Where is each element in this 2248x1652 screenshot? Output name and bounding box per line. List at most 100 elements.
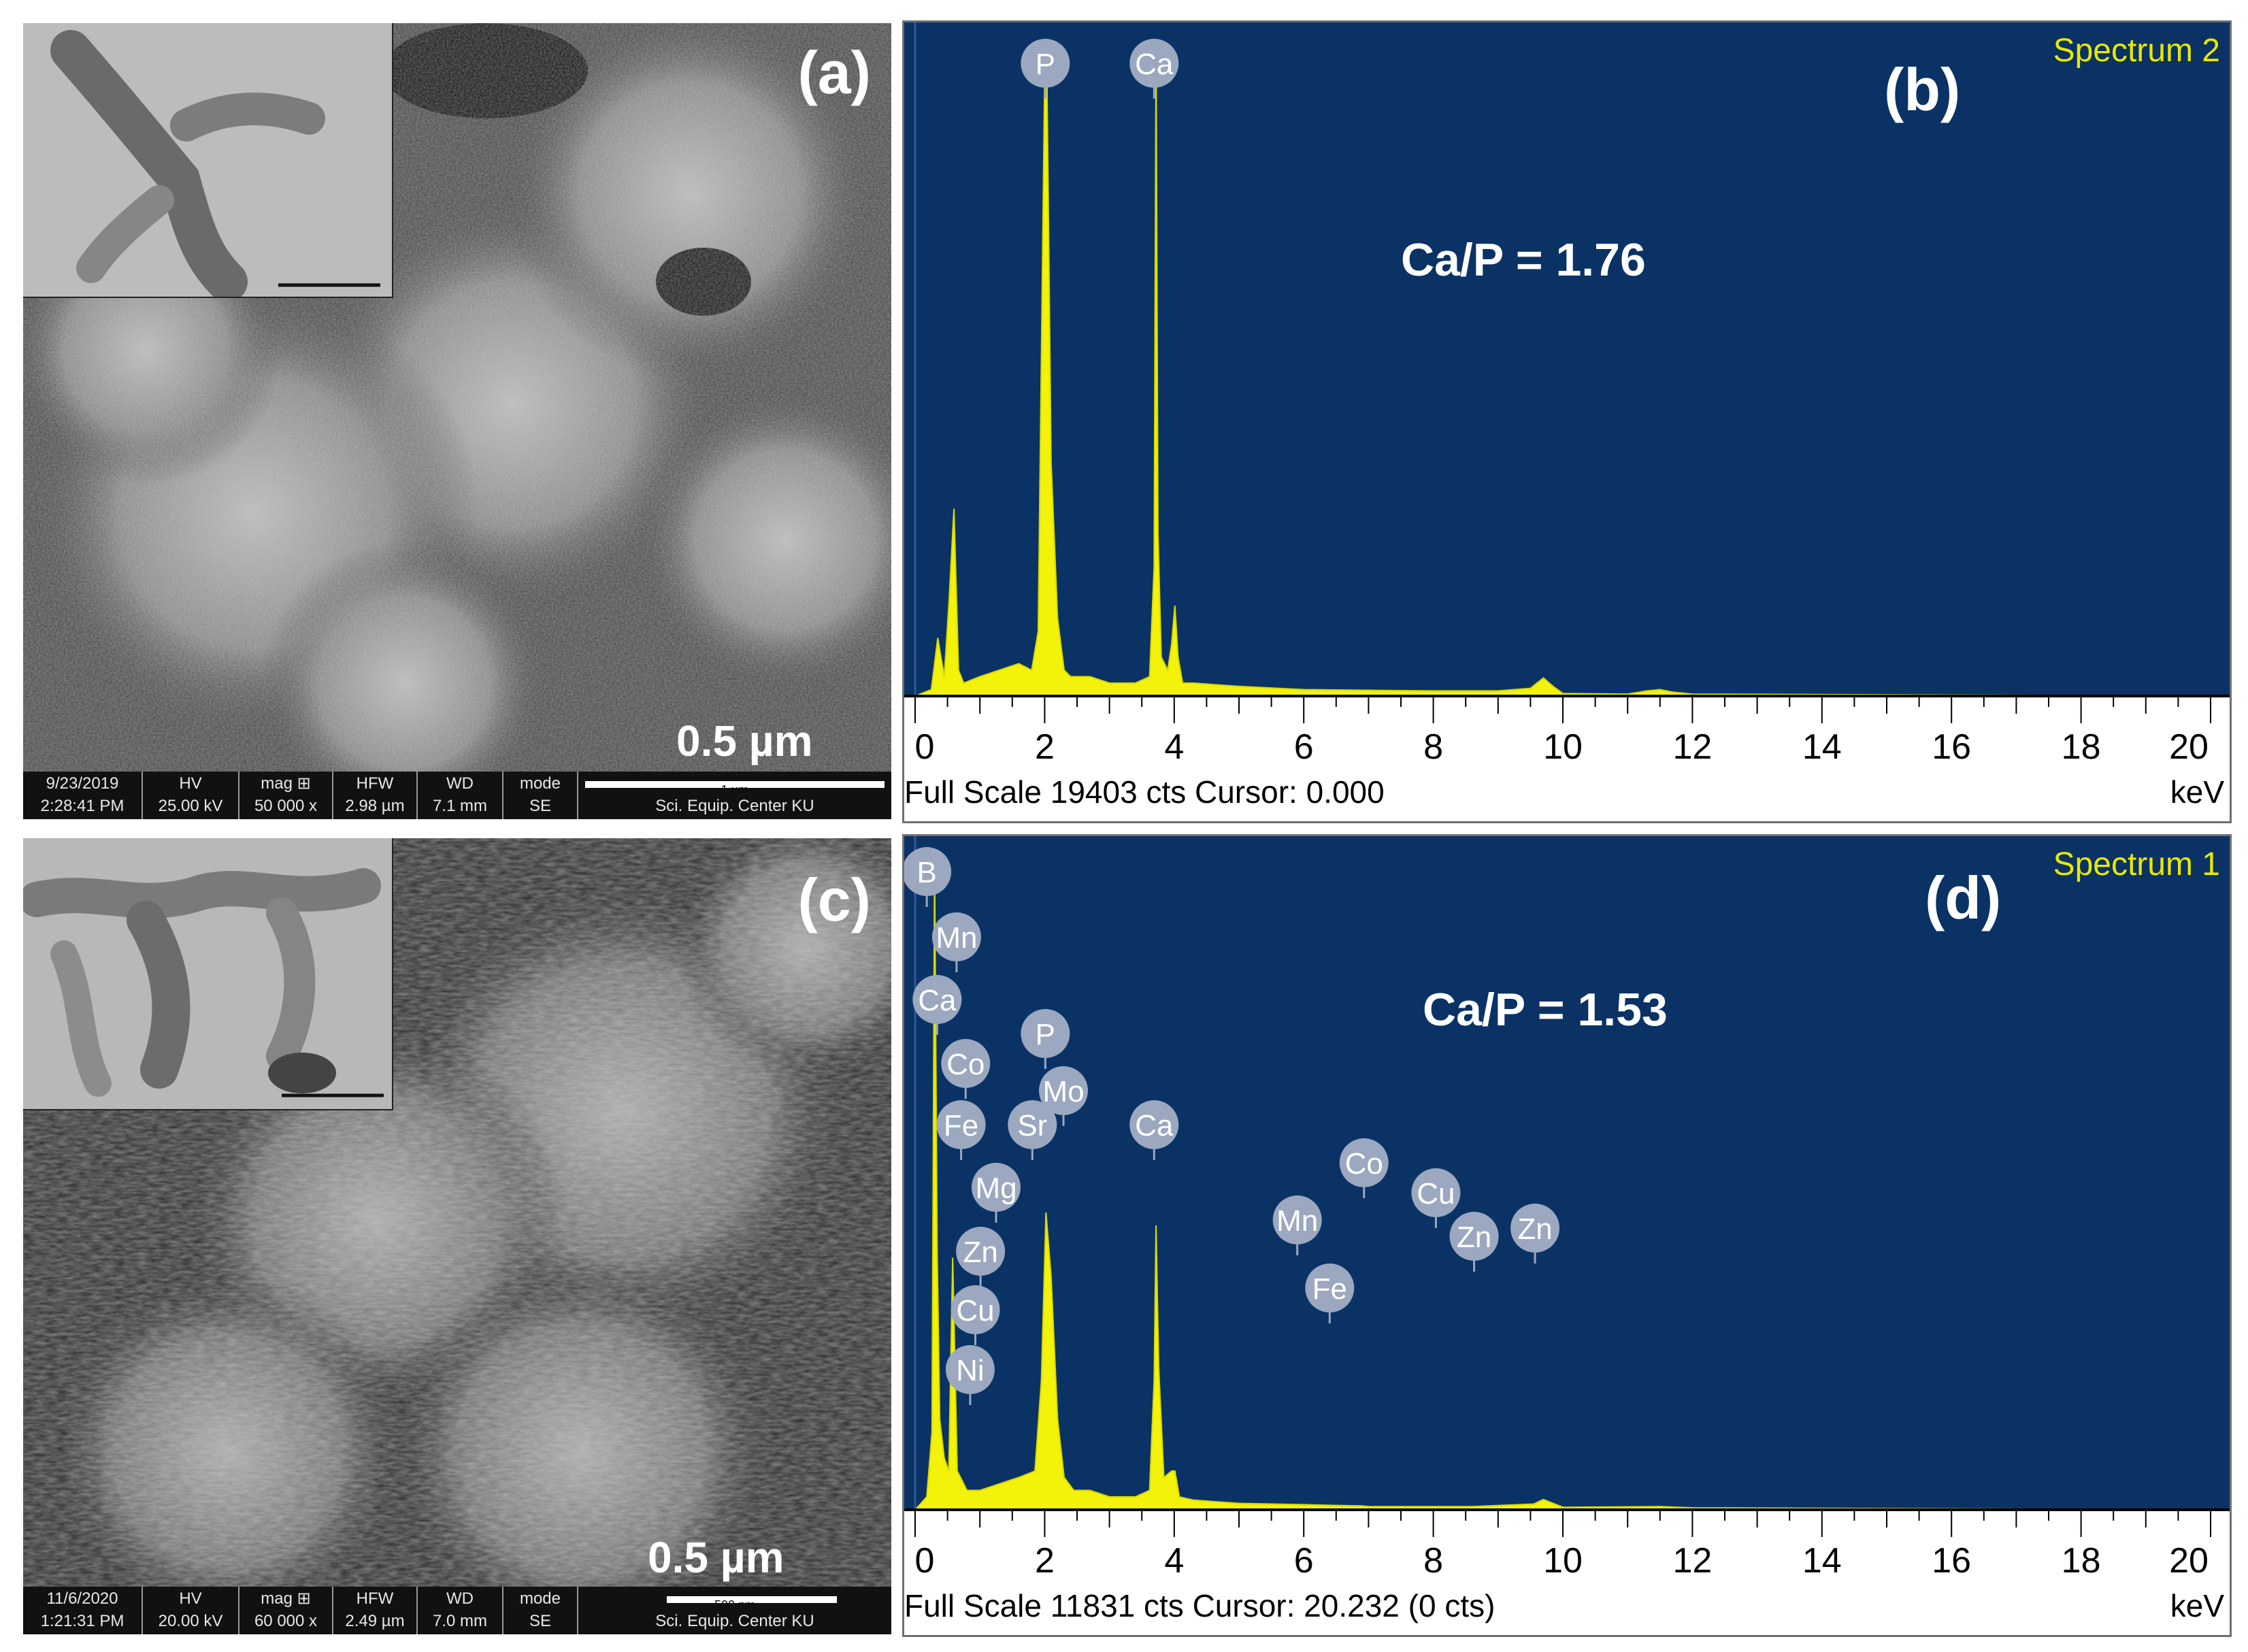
peak-label-mn: Mn [1272, 1195, 1322, 1255]
info-center-c: Sci. Equip. Center KU [655, 1612, 814, 1630]
sem-panel-c: (c) 0.5 µm 11/6/2020 1:21:31 PM HV 20.00… [23, 838, 891, 1634]
sem-panel-a: (a) 0.5 µm 9/23/2019 2:28:41 PM HV 25.00… [23, 23, 891, 819]
svg-text:Sr: Sr [1017, 1109, 1047, 1142]
panel-label-c: (c) [797, 866, 871, 934]
x-tick-label: 2 [1035, 727, 1055, 767]
info-hv: HV 25.00 kV [143, 772, 239, 819]
info-hfw-value: 2.98 µm [345, 797, 405, 815]
svg-text:Zn: Zn [1517, 1212, 1552, 1246]
peak-label-fe: Fe [1305, 1263, 1355, 1323]
peak-label-ni: Ni [945, 1345, 995, 1405]
info-time: 2:28:41 PM [40, 797, 125, 815]
peak-label-zn: Zn [1510, 1204, 1560, 1263]
svg-text:Cu: Cu [1417, 1177, 1455, 1210]
info-scale-bar [585, 781, 885, 788]
svg-text:Ca: Ca [918, 984, 957, 1017]
info-hfw: HFW 2.98 µm [333, 772, 418, 819]
svg-text:Ni: Ni [956, 1354, 985, 1387]
info-scale-text-c: 500 nm [714, 1598, 756, 1612]
spectrum-title-d: Spectrum 1 [2053, 846, 2220, 882]
svg-text:Mg: Mg [975, 1172, 1016, 1205]
svg-text:Fe: Fe [944, 1109, 978, 1142]
tem-inset-image-c [23, 838, 393, 1110]
info-mode-header: mode [519, 774, 561, 793]
plot-background [904, 22, 2230, 696]
x-tick-label: 8 [1423, 727, 1443, 767]
sem-info-bar-c: 11/6/2020 1:21:31 PM HV 20.00 kV mag ⊞ 6… [23, 1587, 891, 1634]
svg-text:Cu: Cu [956, 1294, 994, 1327]
svg-text:Co: Co [1345, 1147, 1383, 1180]
peak-label-fe: Fe [936, 1100, 986, 1160]
eds-panel-b: 0 2 4 6 8 10 12 14 16 18 20 P Ca Spectrum 2 (b) Ca/P… [902, 20, 2232, 823]
info-hfw-header-c: HFW [356, 1589, 394, 1608]
ca-p-ratio-d: Ca/P = 1.53 [1423, 984, 1668, 1036]
svg-text:B: B [916, 856, 936, 889]
panel-label-b: (b) [1884, 56, 1961, 123]
spectrum-title-b: Spectrum 2 [2053, 33, 2220, 69]
ca-p-ratio-b: Ca/P = 1.76 [1401, 234, 1646, 286]
x-tick-label: 0 [915, 727, 935, 767]
peak-label-zn: Zn [1449, 1212, 1499, 1272]
info-wd-header-c: WD [446, 1589, 474, 1608]
peak-label-co: Co [1339, 1138, 1389, 1198]
svg-text:Fe: Fe [1312, 1272, 1347, 1306]
svg-text:Ca: Ca [1135, 48, 1174, 81]
info-mag-c: mag ⊞ 60 000 x [239, 1587, 333, 1634]
unit-label-b: keV [2170, 774, 2224, 810]
peak-label-ca: Ca [912, 975, 962, 1035]
x-tick-label: 2 [1035, 1541, 1055, 1581]
peak-label-ca: Ca [1129, 1100, 1179, 1160]
info-mode: mode SE [503, 772, 578, 819]
svg-text:Co: Co [946, 1048, 985, 1081]
svg-text:Zn: Zn [1457, 1221, 1491, 1254]
plot-background [904, 836, 2230, 1510]
info-hv-c: HV 20.00 kV [143, 1587, 239, 1634]
info-wd-header: WD [446, 774, 474, 793]
info-hfw-c: HFW 2.49 µm [333, 1587, 418, 1634]
sem-micrograph-c [23, 838, 891, 1587]
x-tick-label: 6 [1294, 727, 1314, 767]
info-wd-value-c: 7.0 mm [432, 1612, 487, 1630]
svg-text:Mo: Mo [1042, 1075, 1084, 1108]
x-tick-label: 10 [1543, 727, 1583, 767]
peak-label-cu: Cu [1411, 1168, 1461, 1228]
peak-label-b: B [904, 847, 952, 907]
info-datetime: 9/23/2019 2:28:41 PM [23, 772, 143, 819]
info-mode-c: mode SE [503, 1587, 578, 1634]
peak-label-sr: Sr [1008, 1100, 1057, 1160]
info-mag-value-c: 60 000 x [254, 1612, 318, 1630]
x-tick-label: 14 [1802, 727, 1842, 767]
info-datetime-c: 11/6/2020 1:21:31 PM [23, 1587, 143, 1634]
info-mode-header-c: mode [519, 1589, 561, 1608]
info-date-c: 11/6/2020 [46, 1589, 118, 1608]
x-tick-label: 20 [2169, 1541, 2209, 1581]
info-scale: 1 µm Sci. Equip. Center KU [578, 772, 891, 819]
info-scale-text: 1 µm [721, 783, 749, 797]
peak-label-p: P [1021, 1009, 1070, 1069]
svg-text:P: P [1036, 1018, 1055, 1051]
info-date: 9/23/2019 [46, 774, 119, 793]
x-tick-label: 18 [2062, 727, 2101, 767]
svg-text:Mn: Mn [1276, 1204, 1318, 1238]
info-wd-c: WD 7.0 mm [418, 1587, 503, 1634]
x-tick-label: 16 [1932, 727, 1971, 767]
info-mode-value: SE [529, 797, 551, 815]
info-wd: WD 7.1 mm [418, 772, 503, 819]
svg-text:Ca: Ca [1135, 1109, 1174, 1142]
info-mag-header-c: mag ⊞ [261, 1589, 311, 1608]
info-mode-value-c: SE [529, 1612, 551, 1630]
peak-label-zn: Zn [956, 1227, 1006, 1287]
svg-text:Zn: Zn [963, 1236, 997, 1269]
eds-panel-d: 0 2 4 6 8 10 12 14 16 18 20 B Mn Ca Co Fe Mg Zn Cu Ni P Mo Sr C… [902, 834, 2232, 1637]
x-tick-label: 12 [1672, 727, 1712, 767]
info-mag-value: 50 000 x [254, 797, 318, 815]
info-hv-header: HV [179, 774, 202, 793]
svg-text:Mn: Mn [936, 921, 977, 955]
x-tick-label: 4 [1164, 727, 1184, 767]
x-tick-label: 12 [1672, 1541, 1712, 1581]
x-tick-label: 8 [1423, 1541, 1443, 1581]
info-scale-bar-c [667, 1596, 837, 1603]
peak-label-mn: Mn [931, 912, 981, 972]
peak-label-mg: Mg [972, 1163, 1021, 1223]
